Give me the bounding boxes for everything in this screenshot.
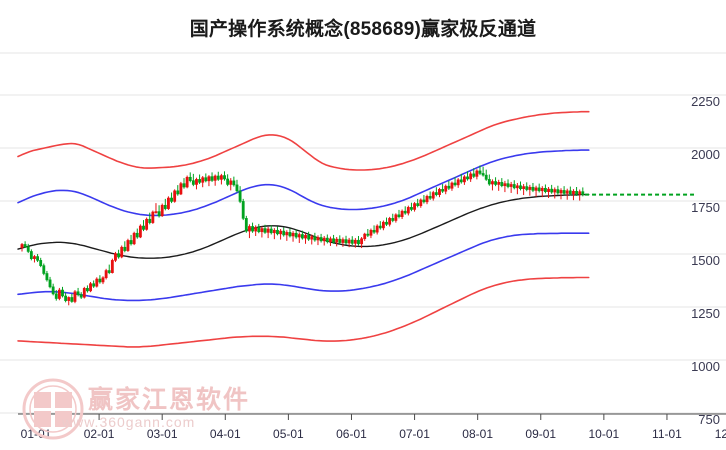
x-axis-tick-label: 04-01 (209, 427, 241, 441)
x-axis-tick-label: 06-01 (336, 427, 367, 441)
y-axis-tick-label: 750 (698, 412, 720, 427)
axis-lines (18, 413, 726, 420)
candlestick-series (20, 165, 585, 306)
x-axis-tick-label: 05-01 (273, 427, 304, 441)
y-axis-tick-label: 1750 (691, 200, 720, 215)
y-axis-tick-label: 2000 (691, 147, 720, 162)
x-axis-tick-label: 11-01 (652, 427, 682, 441)
channel-bands (17, 110, 590, 348)
y-axis-tick-label: 1250 (691, 306, 720, 321)
x-axis-tick-label: 02-01 (83, 427, 115, 441)
grid-lines (0, 52, 726, 414)
y-axis-tick-label: 2250 (691, 94, 720, 109)
x-axis-tick-label: 07-01 (399, 427, 430, 441)
x-axis-tick-label: 12-01 (714, 427, 726, 441)
y-axis-tick-label: 1000 (691, 359, 720, 374)
y-axis-tick-label: 1500 (691, 253, 720, 268)
x-axis-tick-label: 08-01 (462, 427, 494, 441)
x-axis-tick-label: 09-01 (525, 427, 557, 441)
x-axis-tick-label: 01-01 (20, 427, 52, 441)
x-axis-tick-label: 10-01 (588, 427, 620, 441)
x-axis-tick-label: 03-01 (146, 427, 178, 441)
page-title: 国产操作系统概念(858689)赢家极反通道 (189, 19, 537, 40)
